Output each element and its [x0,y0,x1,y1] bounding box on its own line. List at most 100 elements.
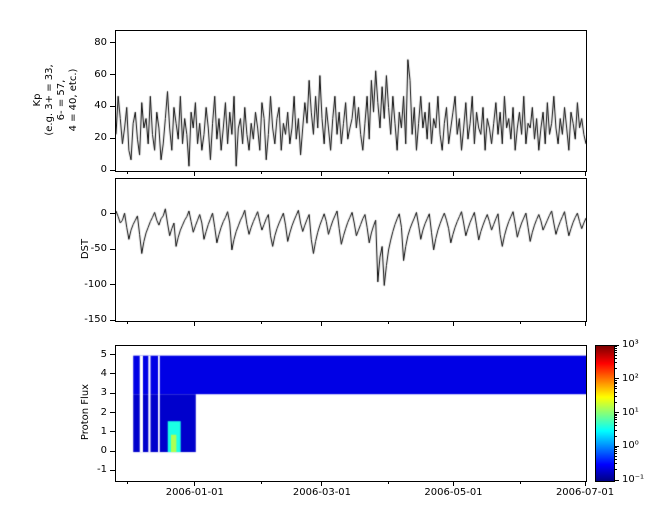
y-tick-label: -1 [97,464,107,476]
x-minor-tick [261,481,263,484]
y-tick [110,412,115,413]
x-tick-label: 2006-05-01 [424,487,483,498]
x-minor-tick [388,321,390,324]
x-tick-label: 2006-03-01 [292,487,352,498]
y-tick-label: 2 [100,406,107,418]
x-tick [194,481,196,486]
y-tick [110,373,115,375]
x-minor-tick [388,171,390,174]
proton-flux-heatmap [116,346,586,481]
colorbar-minor-tick [615,415,617,417]
colorbar-minor-tick [615,383,617,385]
y-tick [110,137,115,139]
x-tick [584,481,586,486]
dst-line-chart [116,179,586,321]
colorbar-minor-tick [615,450,617,452]
kp-panel [115,30,587,172]
colorbar-minor-tick [615,346,617,348]
y-tick-label: 4 [100,367,107,379]
x-minor-tick [519,171,521,174]
colorbar-tick-label: 10¹ [622,406,639,418]
colorbar-minor-tick [615,349,617,351]
colorbar-minor-tick [615,435,617,437]
y-tick [110,469,115,471]
colorbar-minor-tick [615,357,617,359]
proton-flux-panel [115,345,587,482]
x-minor-tick [261,171,263,174]
y-tick-label: 80 [94,36,107,48]
y-tick [110,431,115,433]
colorbar-minor-tick [615,469,617,471]
dst-panel [115,178,587,322]
colorbar-minor-tick [615,413,617,415]
colorbar-minor-tick [615,395,617,397]
y-tick [110,105,115,107]
x-minor-tick [388,481,390,484]
colorbar-minor-tick [615,463,617,465]
colorbar-minor-tick [615,425,617,427]
y-tick-label: 0 [100,164,107,175]
y-tick [110,319,115,321]
colorbar-minor-tick [615,401,617,403]
x-tick [452,171,454,176]
colorbar-tick [615,445,619,447]
colorbar-tick-label: 10³ [622,339,639,350]
x-tick [452,321,454,326]
kp-line-chart [116,31,586,171]
x-tick [194,321,196,326]
x-tick [321,321,323,326]
y-tick-label: 5 [100,348,107,360]
y-tick-label: 3 [100,387,107,399]
colorbar-gradient [596,346,614,481]
y-tick [110,248,115,250]
colorbar-minor-tick [615,354,617,356]
colorbar-minor-tick [615,388,617,390]
colorbar [595,345,615,482]
y-tick-label: 0 [100,445,107,457]
x-tick [321,171,323,176]
colorbar-tick [615,479,619,481]
colorbar-minor-tick [615,351,617,353]
colorbar-tick-label: 10⁻¹ [622,474,645,485]
x-minor-tick [261,321,263,324]
y-tick [110,213,115,214]
x-tick [321,481,323,486]
colorbar-minor-tick [615,459,617,461]
y-tick-label: 0 [100,207,107,219]
colorbar-tick-label: 10⁰ [622,440,639,452]
y-tick-label: 1 [100,425,107,437]
y-tick [110,42,115,44]
colorbar-tick-label: 10² [622,372,639,384]
colorbar-minor-tick [615,379,617,381]
x-tick-label: 2006-07-01 [555,487,615,498]
colorbar-minor-tick [615,385,617,387]
y-tick-label: 40 [94,100,107,112]
colorbar-minor-tick [615,422,617,424]
y-tick-label: -150 [84,314,107,325]
colorbar-minor-tick [615,419,617,421]
colorbar-tick [615,344,619,346]
colorbar-minor-tick [615,447,617,449]
x-tick [584,321,586,326]
y-tick [110,74,115,76]
colorbar-minor-tick [615,347,617,349]
colorbar-minor-tick [615,391,617,393]
colorbar-minor-tick [615,449,617,451]
x-tick [584,171,586,176]
y-tick [110,284,115,285]
colorbar-minor-tick [615,455,617,457]
y-tick-label: 20 [94,132,107,144]
colorbar-minor-tick [615,362,617,364]
x-tick-label: 2006-01-01 [165,487,224,498]
x-minor-tick [127,321,129,324]
y-tick [110,169,115,171]
x-tick [194,171,196,176]
x-minor-tick [127,171,129,174]
colorbar-tick [615,412,619,413]
y-tick [110,354,115,356]
x-minor-tick [127,481,129,484]
x-minor-tick [519,321,521,324]
y-tick [110,392,115,394]
colorbar-minor-tick [615,381,617,383]
